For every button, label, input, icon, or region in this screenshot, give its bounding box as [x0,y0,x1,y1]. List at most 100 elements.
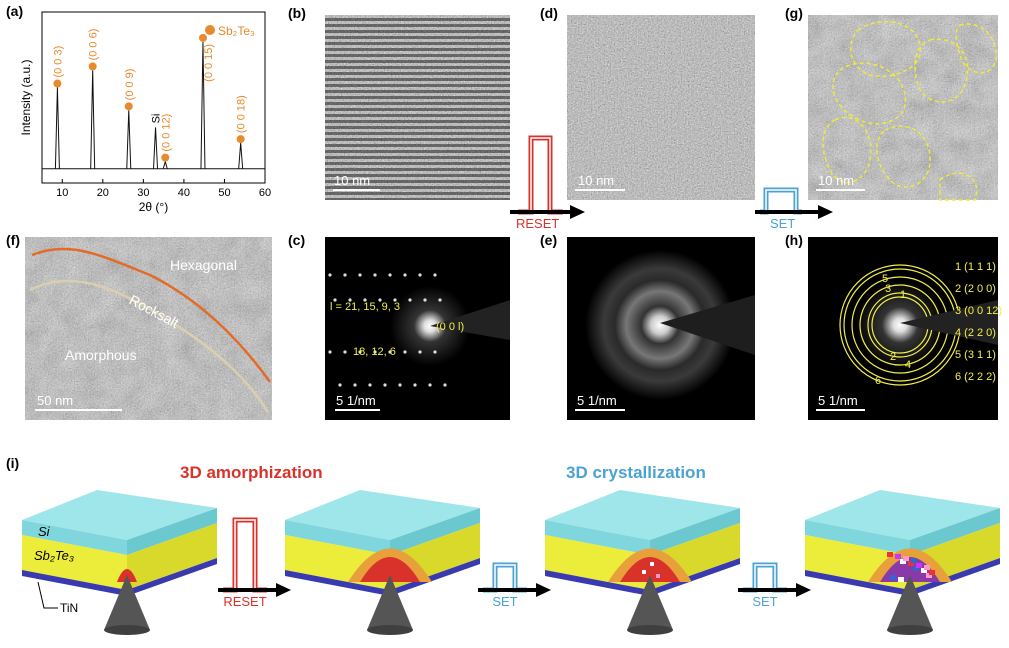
spot [373,350,377,354]
set-pulse: SET [755,187,833,231]
spot [403,273,407,277]
w-electrode [887,575,933,630]
region-label: Hexagonal [170,257,237,273]
diffraction-image: l = 21, 15, 9, 3 18, 12, 6 (0 0 l) 5 1/n… [325,237,510,420]
arrow-head [276,583,291,597]
panel-label: (a) [6,3,23,19]
peak-marker [53,79,62,88]
peak-marker [198,33,207,42]
spot [433,350,437,354]
plot-frame [41,11,266,184]
active-region [360,557,420,582]
pulse-label: SET [770,216,795,231]
si-side [285,520,390,555]
peak-label: (0 0 15) [203,44,215,82]
legend-label: Sb₂Te₃ [218,24,255,38]
legend-marker [205,25,215,35]
ring-label: 5 (3 1 1) [955,349,996,361]
spot [403,350,407,354]
si-side [650,508,740,555]
scale-bar-label: 10 nm [818,173,854,188]
grain [911,558,917,563]
tin [22,558,217,596]
spot [373,273,377,277]
pulse-label: RESET [516,216,559,231]
ring-number: 4 [905,359,911,371]
spot [418,350,422,354]
spot [328,350,332,354]
x-tick-label: 60 [259,187,271,199]
peak [126,110,132,169]
tem-image: Hexagonal Rocksalt Amorphous 50 nm [25,237,272,420]
y-axis-title: Intensity (a.u.) [19,59,33,135]
grain [898,577,904,582]
x-tick-label: 30 [137,187,149,199]
panel-label: (f) [6,232,20,248]
xrd-chart: 10 20 30 40 50 60 2θ (°) Intensity (a.u.) (0 0 3… [19,11,271,214]
w-base [104,625,150,635]
ring-label: 3 (0 0 12) [955,305,1002,317]
peak-marker [124,102,133,111]
peak-marker [88,62,97,71]
spot [393,298,397,302]
peak [238,143,244,169]
peak-marker [236,135,245,144]
gst-side [127,523,217,590]
panel-label: (e) [540,232,557,248]
ring-number: 3 [885,283,891,295]
tem-image: 10 nm [567,15,755,200]
reset-pulse: RESET [510,135,585,231]
pulse [743,562,787,593]
w-base [887,625,933,635]
layer-label: Si [38,524,51,539]
x-tick-label: 40 [178,187,190,199]
arrow-head [536,583,551,597]
panel-label: (b) [288,5,306,21]
device-schematics [22,490,1000,635]
pulse [223,519,267,591]
grain [900,559,906,564]
x-tick-label: 20 [97,187,109,199]
scale-bar-label: 50 nm [37,393,73,408]
peak-label: (0 0 6) [88,29,100,61]
arrow-head [796,583,811,597]
spot [378,298,382,302]
spot [333,298,337,302]
spot [363,298,367,302]
spot [343,350,347,354]
spot [408,298,412,302]
spot [353,383,357,387]
grain [921,568,927,573]
spot [438,298,442,302]
grain [656,574,660,578]
w-electrode [627,575,673,630]
scale-bar-label: 5 1/nm [818,393,858,408]
pulse [743,564,787,591]
si-side [390,508,480,555]
spot [368,383,372,387]
spot [383,383,387,387]
ring-number: 5 [882,273,888,285]
scale-bar-label: 10 nm [578,173,614,188]
w-electrode [367,575,413,630]
grain [895,554,901,559]
ring-label: 6 (2 2 2) [955,371,996,383]
grain [650,562,654,566]
peak-label: (0 0 9) [124,69,136,101]
si-top [285,490,480,540]
spot [443,383,447,387]
ring-number: 2 [890,351,896,363]
diffraction-image: 5 1/nm [567,237,755,420]
ring-number: 1 [900,289,906,301]
spot [398,383,402,387]
region-label: Amorphous [65,347,137,363]
tin [805,558,1000,596]
peak-marker [161,153,170,162]
panel-label: (i) [6,455,19,471]
spot [433,273,437,277]
tem-image: 10 nm [325,15,510,200]
peak-label: Si [151,114,163,124]
pulse-label: RESET [223,594,266,609]
scale-bar-label: 5 1/nm [336,393,376,408]
ring-label: 4 (2 2 0) [955,327,996,339]
